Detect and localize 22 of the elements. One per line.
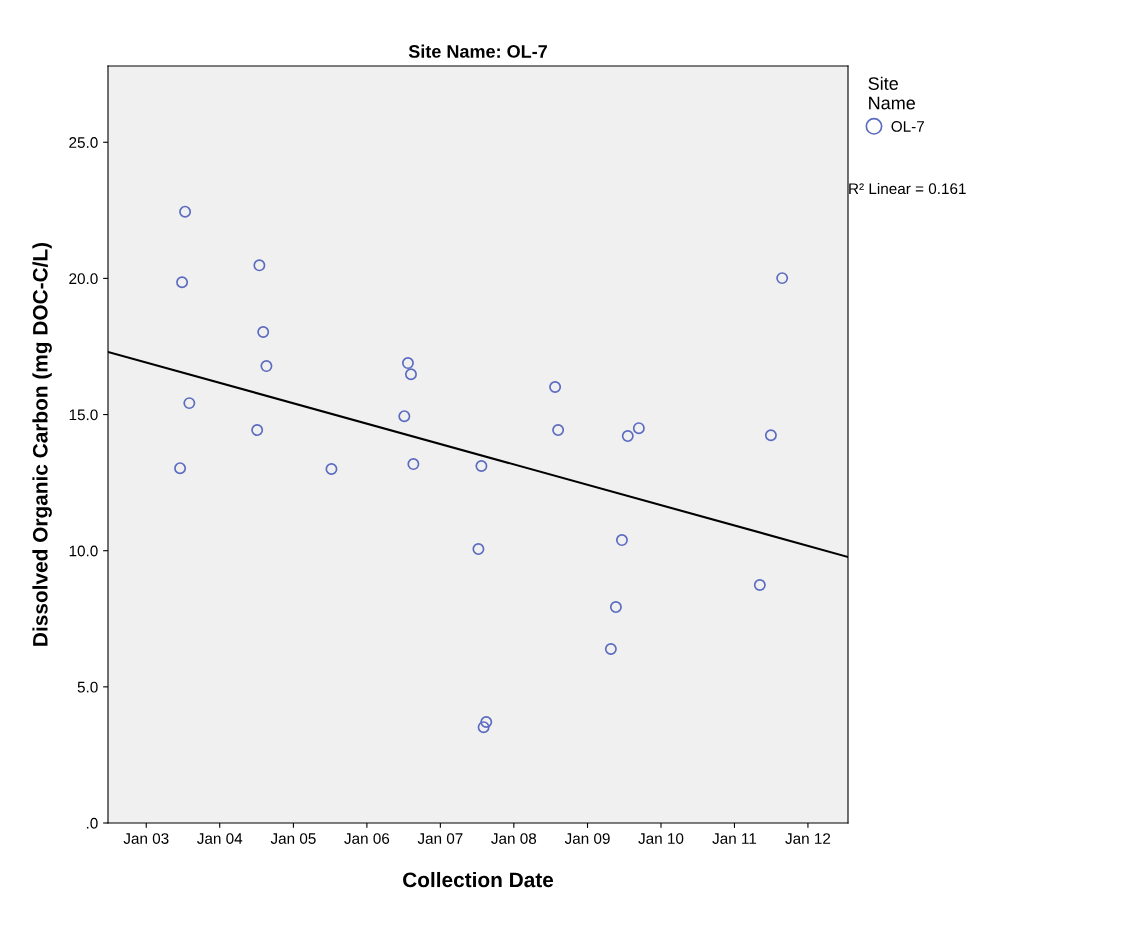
x-tick-label: Jan 06 xyxy=(344,833,390,844)
x-axis-title: Collection Date xyxy=(403,871,554,888)
y-tick-label: 10.0 xyxy=(69,545,98,557)
x-tick-label: Jan 07 xyxy=(417,833,463,844)
y-tick-label: 5.0 xyxy=(77,681,98,693)
x-tick-label: Jan 08 xyxy=(491,833,537,844)
y-tick-label: 25.0 xyxy=(69,137,98,148)
x-tick-label: Jan 12 xyxy=(785,833,831,844)
y-tick-label: 20.0 xyxy=(69,273,98,285)
y-tick-label: 15.0 xyxy=(69,409,98,421)
x-tick-label: Jan 09 xyxy=(564,833,610,844)
y-tick-label: .0 xyxy=(86,817,98,829)
x-tick-label: Jan 04 xyxy=(197,833,243,844)
x-tick-label: Jan 03 xyxy=(123,833,169,844)
x-tick-label: Jan 10 xyxy=(638,833,684,844)
legend-title: Site Name xyxy=(868,76,915,110)
x-tick-label: Jan 05 xyxy=(270,833,316,844)
y-axis-title: Dissolved Organic Carbon (mg DOC-C/L) xyxy=(32,242,52,646)
text: R² Linear = 0.161 xyxy=(849,182,966,195)
legend-label: OL-7 xyxy=(891,121,924,132)
chart-title: Site Name: OL-7 xyxy=(408,44,547,58)
x-tick-label: Jan 11 xyxy=(712,833,757,844)
